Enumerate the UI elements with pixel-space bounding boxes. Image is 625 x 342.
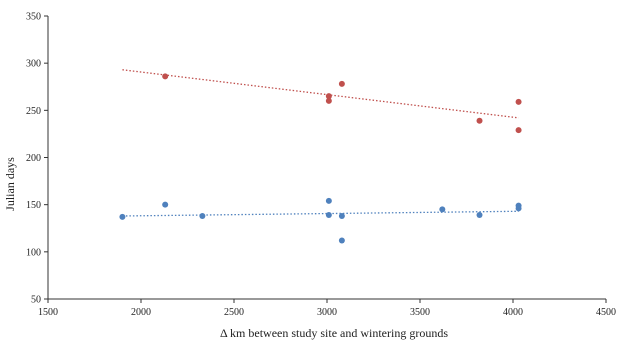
- data-point-series-1: [515, 127, 522, 134]
- data-point-series-2: [325, 197, 332, 204]
- y-tick-label: 50: [31, 295, 41, 306]
- x-tick-label: 2000: [131, 307, 151, 318]
- y-tick-label: 300: [26, 59, 41, 70]
- trendline-series-1: [122, 69, 519, 119]
- x-tick-label: 3000: [317, 307, 337, 318]
- trendline-series-2: [122, 210, 519, 217]
- data-point-series-2: [476, 212, 483, 219]
- data-point-series-1: [476, 117, 483, 124]
- data-point-series-1: [515, 98, 522, 105]
- y-tick-label: 250: [26, 106, 41, 117]
- x-tick-label: 3500: [410, 307, 430, 318]
- y-tick-label: 100: [26, 247, 41, 258]
- x-tick-label: 4000: [503, 307, 523, 318]
- data-point-series-2: [162, 201, 169, 208]
- x-axis-title: Δ km between study site and wintering gr…: [220, 326, 448, 340]
- data-point-series-2: [325, 212, 332, 219]
- data-point-series-2: [119, 213, 126, 220]
- y-tick-label: 350: [26, 12, 41, 23]
- x-tick-label: 4500: [596, 307, 616, 318]
- data-point-series-2: [199, 212, 206, 219]
- data-point-series-2: [439, 206, 446, 213]
- data-point-series-1: [338, 80, 345, 87]
- y-axis-ticks: 50 100 150 200 250 300 350: [26, 12, 48, 306]
- x-axis-ticks: 1500 2000 2500 3000 3500 4000 4500: [38, 299, 616, 318]
- y-axis-title: Julian days: [3, 157, 17, 211]
- data-point-series-2: [515, 205, 522, 212]
- data-point-series-1: [325, 93, 332, 100]
- y-tick-label: 150: [26, 200, 41, 211]
- data-point-series-1: [162, 73, 169, 80]
- data-point-series-2: [338, 237, 345, 244]
- data-point-series-2: [338, 212, 345, 219]
- data-point-series-1: [325, 97, 332, 104]
- data-points: [119, 73, 522, 244]
- y-tick-label: 200: [26, 153, 41, 164]
- x-tick-label: 1500: [38, 307, 58, 318]
- trendlines: [122, 69, 519, 217]
- x-tick-label: 2500: [224, 307, 244, 318]
